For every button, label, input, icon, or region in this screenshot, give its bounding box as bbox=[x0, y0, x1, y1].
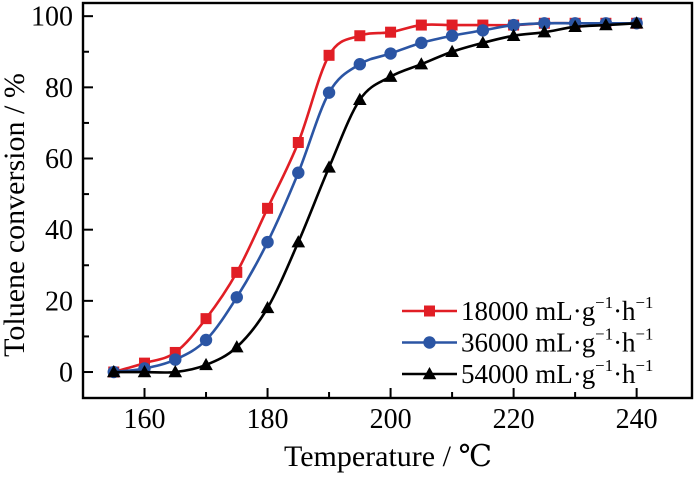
x-axis-title: Temperature / ℃ bbox=[284, 440, 492, 473]
circle-marker bbox=[445, 29, 459, 42]
axis-ticks bbox=[84, 15, 638, 397]
legend-label: 18000 mL·g−1​·h−1​ bbox=[461, 293, 653, 327]
x-tick-label: 220 bbox=[493, 404, 535, 435]
axis-tick-labels: 160 180 200 220 240 0 20 40 60 80 100 bbox=[31, 2, 658, 436]
circle-marker bbox=[415, 36, 428, 50]
y-tick-label: 40 bbox=[45, 215, 73, 246]
plot-frame bbox=[81, 1, 694, 400]
series-54000 bbox=[106, 16, 644, 378]
legend-label: 54000 mL·g−1​·h−1​ bbox=[461, 356, 653, 390]
triangle-marker bbox=[568, 19, 582, 33]
legend-entry: 54000 mL·g−1​·h−1​ bbox=[402, 356, 653, 390]
triangle-marker bbox=[476, 35, 490, 49]
legend-label: 36000 mL·g−1​·h−1​ bbox=[461, 324, 653, 358]
square-marker bbox=[354, 30, 366, 42]
triangle-marker bbox=[506, 28, 521, 41]
triangle-marker bbox=[537, 25, 552, 38]
circle-marker bbox=[538, 17, 551, 30]
triangle-marker bbox=[629, 16, 644, 29]
circle-marker bbox=[507, 18, 520, 32]
circle-marker bbox=[169, 353, 182, 366]
triangle-marker bbox=[422, 367, 437, 380]
square-marker bbox=[385, 26, 397, 38]
legend: 18000 mL·g−1​·h−1​36000 mL·g−1​·h−1​5400… bbox=[402, 293, 653, 390]
circle-marker bbox=[423, 336, 436, 349]
circle-marker bbox=[261, 235, 274, 249]
triangle-marker bbox=[322, 160, 336, 173]
legend-entry: 36000 mL·g−1​·h−1​ bbox=[402, 324, 653, 358]
plot-border bbox=[81, 1, 694, 400]
circle-marker bbox=[230, 291, 243, 304]
circle-marker bbox=[476, 24, 490, 37]
triangle-marker bbox=[445, 44, 459, 57]
y-tick-label: 80 bbox=[45, 73, 73, 104]
triangle-marker bbox=[414, 57, 429, 70]
x-tick-label: 240 bbox=[616, 404, 658, 435]
triangle-marker bbox=[199, 357, 213, 371]
square-marker bbox=[292, 136, 304, 148]
circle-marker bbox=[353, 58, 367, 71]
circle-marker bbox=[384, 47, 397, 60]
triangle-marker bbox=[260, 300, 275, 314]
triangle-marker bbox=[291, 235, 306, 248]
x-tick-label: 200 bbox=[370, 404, 412, 435]
square-marker bbox=[323, 49, 335, 61]
square-marker bbox=[200, 313, 212, 325]
triangle-marker bbox=[168, 365, 183, 378]
square-marker bbox=[262, 202, 274, 214]
x-tick-label: 160 bbox=[124, 404, 166, 435]
legend-entry: 18000 mL·g−1​·h−1​ bbox=[402, 293, 653, 327]
y-tick-label: 100 bbox=[31, 2, 73, 33]
y-tick-label: 20 bbox=[45, 286, 73, 317]
y-tick-label: 60 bbox=[45, 144, 73, 175]
square-marker bbox=[415, 19, 427, 31]
triangle-marker bbox=[383, 69, 398, 82]
circle-marker bbox=[292, 166, 305, 179]
square-marker bbox=[231, 266, 243, 278]
y-axis-title: Toluene conversion / % bbox=[0, 73, 31, 357]
triangle-marker bbox=[137, 365, 152, 378]
triangle-marker bbox=[229, 340, 244, 353]
square-marker bbox=[446, 19, 458, 31]
x-tick-label: 180 bbox=[247, 404, 289, 435]
triangle-marker bbox=[106, 365, 121, 378]
square-marker bbox=[424, 305, 435, 317]
square-marker bbox=[169, 346, 181, 358]
triangle-marker bbox=[353, 92, 367, 105]
data-series bbox=[106, 16, 644, 379]
triangle-marker bbox=[599, 18, 613, 31]
circle-marker bbox=[199, 333, 213, 347]
circle-marker bbox=[322, 86, 336, 99]
y-tick-label: 0 bbox=[59, 358, 73, 389]
